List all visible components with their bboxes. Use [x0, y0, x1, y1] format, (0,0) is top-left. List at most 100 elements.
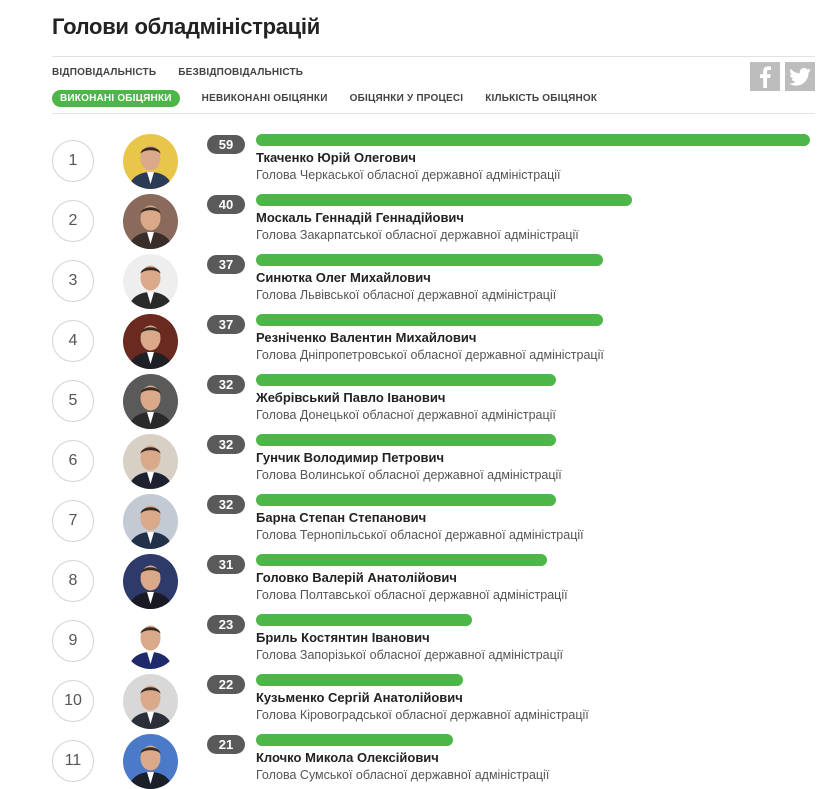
- promise-count-badge: 32: [207, 435, 245, 454]
- avatar[interactable]: [123, 314, 178, 369]
- rank-badge: 11: [52, 740, 94, 782]
- list-item[interactable]: 4 37 Резніченко Валентин Михайлович Голова …: [0, 308, 831, 369]
- portrait-image: [123, 554, 178, 609]
- progress-bar: [256, 434, 556, 446]
- progress-bar: [256, 614, 472, 626]
- governors-list: 1 59 Ткаченко Юрій Олегович Голова Черкаськ…: [0, 128, 831, 789]
- progress-bar: [256, 554, 547, 566]
- progress-bar: [256, 194, 632, 206]
- tab-promises-in-progress[interactable]: ОБІЦЯНКИ У ПРОЦЕСІ: [349, 93, 464, 104]
- rank-badge: 9: [52, 620, 94, 662]
- promise-count-badge: 22: [207, 675, 245, 694]
- governor-name[interactable]: Головко Валерій Анатолійович: [256, 570, 457, 585]
- rank-badge: 5: [52, 380, 94, 422]
- promise-count-badge: 23: [207, 615, 245, 634]
- promise-count-badge: 37: [207, 255, 245, 274]
- governor-position: Голова Запорізької обласної державної ад…: [256, 648, 564, 662]
- promise-count-badge: 32: [207, 375, 245, 394]
- avatar[interactable]: [123, 134, 178, 189]
- rank-badge: 1: [52, 140, 94, 182]
- rank-badge: 4: [52, 320, 94, 362]
- nav-secondary: ВИКОНАНІ ОБІЦЯНКИ НЕВИКОНАНІ ОБІЦЯНКИ ОБ…: [52, 90, 597, 107]
- governor-position: Голова Закарпатської обласної державної …: [256, 228, 579, 242]
- twitter-share: [785, 62, 815, 91]
- portrait-image: [123, 374, 178, 429]
- avatar[interactable]: [123, 254, 178, 309]
- portrait-image: [123, 674, 178, 729]
- avatar[interactable]: [123, 194, 178, 249]
- tab-responsibility[interactable]: ВІДПОВІДАЛЬНІСТЬ: [52, 67, 157, 78]
- list-item[interactable]: 5 32 Жебрівський Павло Іванович Голова Доне…: [0, 368, 831, 429]
- rank-badge: 8: [52, 560, 94, 602]
- avatar[interactable]: [123, 614, 178, 669]
- list-item[interactable]: 11 21 Клочко Микола Олексійович Голова Сумс…: [0, 728, 831, 789]
- governor-position: Голова Львівської обласної державної адм…: [256, 288, 557, 302]
- avatar[interactable]: [123, 494, 178, 549]
- promise-count-badge: 21: [207, 735, 245, 754]
- rank-badge: 2: [52, 200, 94, 242]
- governor-name[interactable]: Ткаченко Юрій Олегович: [256, 150, 416, 165]
- progress-bar: [256, 134, 810, 146]
- rank-badge: 7: [52, 500, 94, 542]
- facebook-share: [750, 62, 780, 91]
- list-item[interactable]: 9 23 Бриль Костянтин Іванович Голова Запорі…: [0, 608, 831, 669]
- tab-fulfilled-promises[interactable]: ВИКОНАНІ ОБІЦЯНКИ: [52, 90, 180, 107]
- rank-badge: 10: [52, 680, 94, 722]
- portrait-image: [123, 494, 178, 549]
- progress-bar: [256, 734, 453, 746]
- portrait-image: [123, 734, 178, 789]
- governor-position: Голова Сумської обласної державної адмін…: [256, 768, 550, 782]
- promise-count-badge: 31: [207, 555, 245, 574]
- avatar[interactable]: [123, 434, 178, 489]
- portrait-image: [123, 614, 178, 669]
- divider: [52, 56, 815, 57]
- promise-count-badge: 37: [207, 315, 245, 334]
- governor-name[interactable]: Жебрівський Павло Іванович: [256, 390, 446, 405]
- rank-badge: 3: [52, 260, 94, 302]
- page-title: Голови обладміністрацій: [52, 14, 320, 39]
- tab-unfulfilled-promises[interactable]: НЕВИКОНАНІ ОБІЦЯНКИ: [201, 93, 328, 104]
- governor-name[interactable]: Резніченко Валентин Михайлович: [256, 330, 477, 345]
- nav-primary: ВІДПОВІДАЛЬНІСТЬ БЕЗВІДПОВІДАЛЬНІСТЬ: [52, 67, 303, 78]
- portrait-image: [123, 434, 178, 489]
- governor-position: Голова Полтавської обласної державної ад…: [256, 588, 568, 602]
- promise-count-badge: 40: [207, 195, 245, 214]
- progress-bar: [256, 674, 463, 686]
- tab-irresponsibility[interactable]: БЕЗВІДПОВІДАЛЬНІСТЬ: [178, 67, 304, 78]
- twitter-share-button[interactable]: [785, 62, 815, 91]
- promise-count-badge: 32: [207, 495, 245, 514]
- list-item[interactable]: 3 37 Синютка Олег Михайлович Голова Львівсь…: [0, 248, 831, 309]
- facebook-icon: [760, 65, 771, 88]
- governor-name[interactable]: Синютка Олег Михайлович: [256, 270, 431, 285]
- governor-name[interactable]: Бриль Костянтин Іванович: [256, 630, 430, 645]
- governor-name[interactable]: Гунчик Володимир Петрович: [256, 450, 445, 465]
- divider: [52, 113, 815, 114]
- governor-name[interactable]: Клочко Микола Олексійович: [256, 750, 439, 765]
- progress-bar: [256, 494, 556, 506]
- list-item[interactable]: 10 22 Кузьменко Сергій Анатолійович Голова …: [0, 668, 831, 729]
- facebook-share-button[interactable]: [750, 62, 780, 91]
- governor-position: Голова Донецької обласної державної адмі…: [256, 408, 556, 422]
- list-item[interactable]: 7 32 Барна Степан Степанович Голова Тернопі…: [0, 488, 831, 549]
- list-item[interactable]: 1 59 Ткаченко Юрій Олегович Голова Черкаськ…: [0, 128, 831, 189]
- promise-count-badge: 59: [207, 135, 245, 154]
- governor-name[interactable]: Кузьменко Сергій Анатолійович: [256, 690, 463, 705]
- governor-name[interactable]: Барна Степан Степанович: [256, 510, 427, 525]
- twitter-icon: [789, 67, 811, 86]
- portrait-image: [123, 134, 178, 189]
- avatar[interactable]: [123, 674, 178, 729]
- portrait-image: [123, 314, 178, 369]
- list-item[interactable]: 6 32 Гунчик Володимир Петрович Голова Волин…: [0, 428, 831, 489]
- progress-bar: [256, 314, 603, 326]
- portrait-image: [123, 254, 178, 309]
- avatar[interactable]: [123, 374, 178, 429]
- list-item[interactable]: 2 40 Москаль Геннадій Геннадійович Голова З…: [0, 188, 831, 249]
- governor-position: Голова Дніпропетровської обласної держав…: [256, 348, 604, 362]
- governor-position: Голова Волинської обласної державної адм…: [256, 468, 562, 482]
- avatar[interactable]: [123, 734, 178, 789]
- governor-position: Голова Кіровоградської обласної державно…: [256, 708, 589, 722]
- tab-promises-count[interactable]: КІЛЬКІСТЬ ОБІЦЯНОК: [485, 93, 598, 104]
- list-item[interactable]: 8 31 Головко Валерій Анатолійович Голова По…: [0, 548, 831, 609]
- avatar[interactable]: [123, 554, 178, 609]
- governor-name[interactable]: Москаль Геннадій Геннадійович: [256, 210, 464, 225]
